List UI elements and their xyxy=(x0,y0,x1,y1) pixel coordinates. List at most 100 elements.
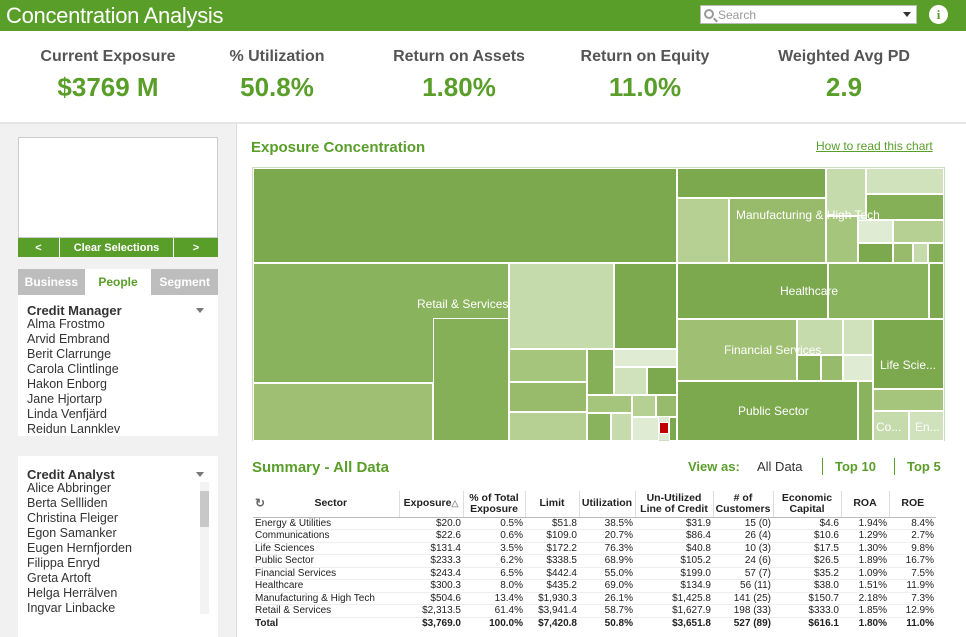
list-item[interactable]: Berta Sellliden xyxy=(27,496,108,510)
list-item[interactable]: Arvid Embrand xyxy=(27,332,110,346)
column-header-roe[interactable]: ROE xyxy=(888,491,936,518)
column-header-utilization[interactable]: Utilization xyxy=(578,491,635,518)
next-button[interactable]: > xyxy=(192,241,200,254)
treemap-cell[interactable] xyxy=(843,355,873,381)
treemap-cell[interactable] xyxy=(909,411,944,441)
clear-selections-button[interactable]: Clear Selections xyxy=(60,238,174,257)
treemap-cell[interactable] xyxy=(677,319,797,381)
list-item[interactable]: Carola Clintlinge xyxy=(27,362,119,376)
view-top-10[interactable]: Top 10 xyxy=(835,459,876,474)
treemap-cell[interactable] xyxy=(509,382,587,412)
treemap-cell[interactable] xyxy=(858,243,893,263)
treemap-cell[interactable] xyxy=(677,381,858,441)
treemap-cell[interactable] xyxy=(893,220,944,243)
column-header-pct-total[interactable]: % of Total Exposure xyxy=(462,491,525,518)
chevron-down-icon[interactable] xyxy=(196,308,204,313)
column-header-exposure[interactable]: Exposure△ xyxy=(398,491,463,518)
treemap-cell[interactable] xyxy=(614,367,647,395)
credit-analyst-header[interactable]: Credit Analyst xyxy=(18,465,218,482)
treemap-cell[interactable] xyxy=(866,168,944,194)
treemap-cell[interactable] xyxy=(669,417,677,441)
view-all-data[interactable]: All Data xyxy=(757,459,803,474)
credit-manager-header[interactable]: Credit Manager xyxy=(18,301,218,318)
list-item[interactable]: Ingvar Linbacke xyxy=(27,601,116,615)
list-item[interactable]: Filippa Enryd xyxy=(27,556,100,570)
treemap-cell[interactable] xyxy=(843,319,873,355)
treemap-cell[interactable] xyxy=(677,198,729,263)
treemap-cell[interactable] xyxy=(656,395,677,417)
treemap-cell[interactable] xyxy=(509,263,614,349)
treemap-cell[interactable] xyxy=(858,381,873,441)
scrollbar[interactable] xyxy=(200,482,209,614)
table-row[interactable]: Financial Services $243.4 6.5% $442.4 55.0% $… xyxy=(253,567,936,580)
treemap-cell[interactable] xyxy=(587,413,611,441)
treemap-cell[interactable] xyxy=(647,367,677,395)
treemap-cell[interactable] xyxy=(928,243,944,263)
prev-button[interactable]: < xyxy=(18,238,60,257)
treemap-cell[interactable] xyxy=(828,263,929,319)
treemap-cell[interactable] xyxy=(587,349,614,395)
list-item[interactable]: Eugen Hernfjorden xyxy=(27,541,132,555)
view-top-5[interactable]: Top 5 xyxy=(907,459,941,474)
list-item[interactable]: Reidun Lannklev xyxy=(27,422,121,436)
column-header-unutilized[interactable]: Un-Utilized Line of Credit xyxy=(634,491,713,518)
treemap-cell[interactable] xyxy=(729,198,826,263)
table-row[interactable]: Energy & Utilities $20.0 0.5% $51.8 38.5% $31… xyxy=(253,517,936,530)
treemap-cell[interactable] xyxy=(587,395,632,413)
treemap-cell[interactable] xyxy=(677,168,826,198)
treemap-cell[interactable] xyxy=(873,319,944,389)
treemap-cell[interactable] xyxy=(614,263,677,349)
treemap-cell[interactable] xyxy=(614,349,677,367)
column-header-economic-capital[interactable]: Economic Capital xyxy=(772,491,841,518)
treemap-cell[interactable] xyxy=(433,318,509,441)
table-row[interactable]: Life Sciences $131.4 3.5% $172.2 76.3% $40.8 1… xyxy=(253,542,936,555)
treemap-cell[interactable] xyxy=(253,168,677,263)
treemap-cell[interactable] xyxy=(611,413,632,441)
treemap-cell[interactable] xyxy=(913,243,928,263)
table-row[interactable]: Healthcare $300.3 8.0% $435.2 69.0% $134.9 56 … xyxy=(253,579,936,593)
treemap-cell[interactable] xyxy=(659,422,669,434)
sort-asc-icon[interactable]: △ xyxy=(451,498,459,509)
treemap-cell[interactable] xyxy=(797,319,843,355)
treemap-cell[interactable] xyxy=(509,349,587,382)
treemap-cell[interactable] xyxy=(253,383,433,441)
treemap-cell[interactable] xyxy=(509,412,587,441)
treemap-cell[interactable] xyxy=(873,411,909,441)
search-input[interactable]: Search xyxy=(700,5,917,24)
list-item[interactable]: Hakon Enborg xyxy=(27,377,107,391)
tab-people[interactable]: People xyxy=(84,269,152,295)
column-header-roa[interactable]: ROA xyxy=(840,491,889,518)
chevron-down-icon[interactable] xyxy=(903,12,911,17)
treemap-cell[interactable] xyxy=(858,220,893,243)
column-header-customers[interactable]: # of Customers xyxy=(712,491,773,518)
treemap-cell[interactable] xyxy=(873,389,944,411)
treemap-cell[interactable] xyxy=(893,243,913,263)
list-item[interactable]: Greta Artoft xyxy=(27,571,91,585)
tab-business[interactable]: Business xyxy=(18,269,85,295)
how-to-read-link[interactable]: How to read this chart xyxy=(816,139,933,153)
list-item[interactable]: Helga Herrälven xyxy=(27,586,118,600)
treemap-cell[interactable] xyxy=(797,355,821,381)
refresh-icon[interactable]: ↻ xyxy=(255,496,266,511)
list-item[interactable]: Jane Hjortarp xyxy=(27,392,103,406)
list-item[interactable]: Berit Clarrunge xyxy=(27,347,112,361)
column-header-limit[interactable]: Limit xyxy=(524,491,579,518)
treemap-cell[interactable] xyxy=(677,263,828,319)
column-header-sector[interactable]: ↻ Sector xyxy=(253,491,399,518)
table-row[interactable]: Manufacturing & High Tech $504.6 13.4% $1,9… xyxy=(253,592,936,605)
treemap-cell[interactable] xyxy=(821,355,843,381)
treemap-cell[interactable] xyxy=(632,417,659,441)
chevron-down-icon[interactable] xyxy=(196,472,204,477)
treemap-cell[interactable] xyxy=(826,216,858,263)
table-row[interactable]: Public Sector $233.3 6.2% $338.5 68.9% $105.2… xyxy=(253,554,936,568)
treemap-cell[interactable] xyxy=(826,168,866,216)
scrollbar-thumb[interactable] xyxy=(200,491,209,527)
list-item[interactable]: Alma Frostmo xyxy=(27,317,105,331)
treemap-cell[interactable] xyxy=(929,263,944,319)
table-row[interactable]: Retail & Services $2,313.5 61.4% $3,941.4 58… xyxy=(253,604,936,618)
list-item[interactable]: Alice Abbringer xyxy=(27,481,112,495)
table-row[interactable]: Communications $22.6 0.6% $109.0 20.7% $86.4 2… xyxy=(253,529,936,543)
list-item[interactable]: Egon Samanker xyxy=(27,526,117,540)
treemap-cell[interactable] xyxy=(632,395,656,417)
tab-segment[interactable]: Segment xyxy=(151,269,219,295)
